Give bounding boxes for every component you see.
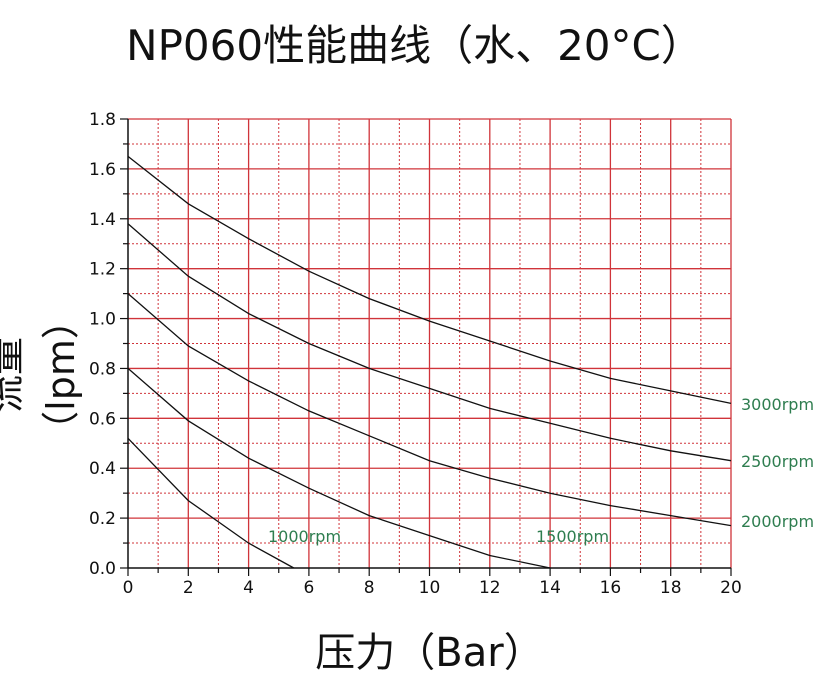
y-tick-label: 0.4 (89, 459, 116, 479)
x-tick-label: 16 (600, 578, 622, 598)
y-tick-label: 1.0 (89, 310, 116, 330)
x-tick-label: 8 (364, 578, 375, 598)
x-axis-label: 压力（Bar） (315, 630, 544, 676)
series-label-2500rpm: 2500rpm (741, 452, 814, 471)
x-tick-label: 18 (660, 578, 682, 598)
y-tick-label: 1.2 (89, 260, 116, 280)
x-tick-label: 10 (419, 578, 441, 598)
series-label-1500rpm: 1500rpm (536, 527, 609, 546)
x-tick-label: 2 (183, 578, 194, 598)
y-tick-label: 1.4 (89, 210, 116, 230)
y-tick-label: 1.8 (89, 110, 116, 130)
series-line-2000rpm (127, 293, 732, 527)
series-line-1500rpm (127, 367, 551, 569)
y-tick-label: 1.6 (89, 160, 116, 180)
x-tick-label: 0 (123, 578, 134, 598)
x-tick-label: 12 (479, 578, 501, 598)
y-tick-label: 0.2 (89, 509, 116, 529)
y-tick-label: 0.0 (89, 559, 116, 579)
x-tick-label: 14 (539, 578, 561, 598)
series-label-1000rpm: 1000rpm (268, 527, 341, 546)
series-line-1000rpm (127, 437, 295, 569)
series-line-2500rpm (127, 223, 732, 462)
y-tick-label: 0.6 (89, 409, 116, 429)
series-label-3000rpm: 3000rpm (741, 395, 814, 414)
series-label-2000rpm: 2000rpm (741, 512, 814, 531)
chart-title: NP060性能曲线（水、20°C） (126, 21, 703, 70)
x-tick-label: 6 (303, 578, 314, 598)
x-tick-label: 4 (243, 578, 254, 598)
y-tick-label: 0.8 (89, 359, 116, 379)
x-tick-label: 20 (720, 578, 742, 598)
series-line-3000rpm (127, 155, 732, 405)
